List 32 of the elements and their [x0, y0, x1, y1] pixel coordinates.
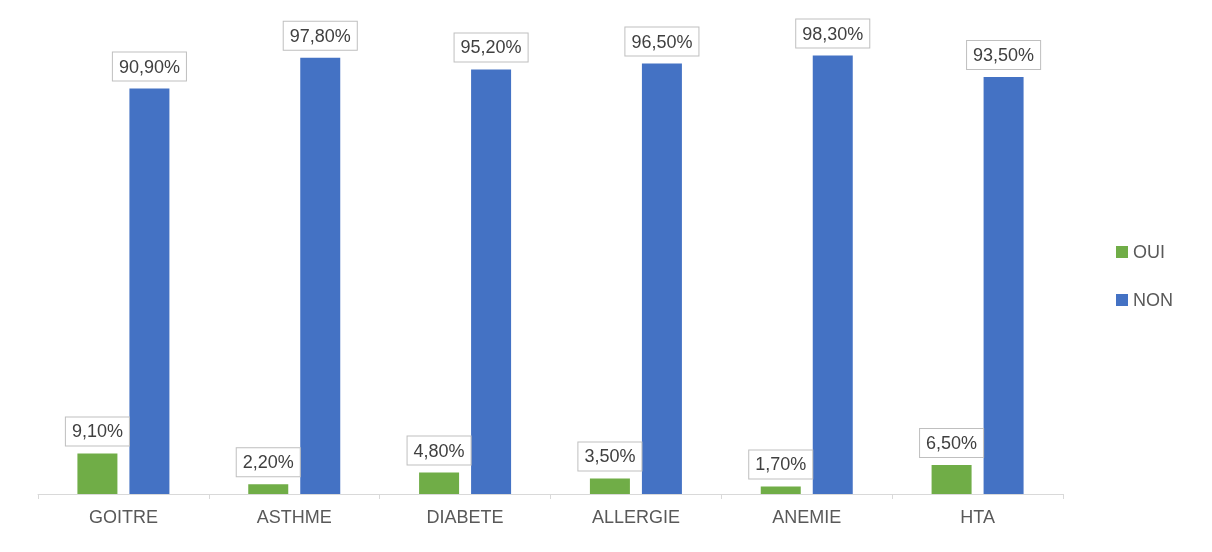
x-tick-label: ANEMIE [772, 507, 842, 527]
bar [419, 472, 460, 494]
bar [471, 69, 512, 494]
legend-label: OUI [1133, 242, 1166, 262]
data-label: 3,50% [584, 446, 636, 467]
data-label: 90,90% [118, 56, 180, 77]
data-label: 9,10% [71, 421, 123, 442]
data-label: 93,50% [973, 44, 1035, 65]
bar [760, 486, 801, 494]
data-label: 6,50% [926, 433, 978, 454]
bar [77, 453, 118, 494]
bar [129, 88, 170, 494]
bar [931, 465, 972, 494]
x-tick-label: HTA [960, 507, 995, 527]
x-tick-label: GOITRE [88, 507, 158, 527]
data-label: 2,20% [242, 452, 294, 473]
data-label: 96,50% [631, 31, 693, 52]
x-tick-label: ALLERGIE [591, 507, 680, 527]
x-tick-label: ASTHME [256, 507, 332, 527]
data-label: 1,70% [755, 454, 807, 475]
data-label: 97,80% [289, 25, 351, 46]
bar [812, 55, 853, 494]
data-label: 4,80% [413, 440, 465, 461]
bar [589, 478, 630, 494]
data-label: 98,30% [802, 23, 864, 44]
bar [641, 63, 682, 494]
bar [248, 484, 289, 494]
x-tick-label: DIABETE [426, 507, 504, 527]
data-label: 95,20% [460, 37, 522, 58]
bar [300, 57, 341, 494]
bar [983, 76, 1024, 494]
legend-label: NON [1133, 290, 1173, 310]
